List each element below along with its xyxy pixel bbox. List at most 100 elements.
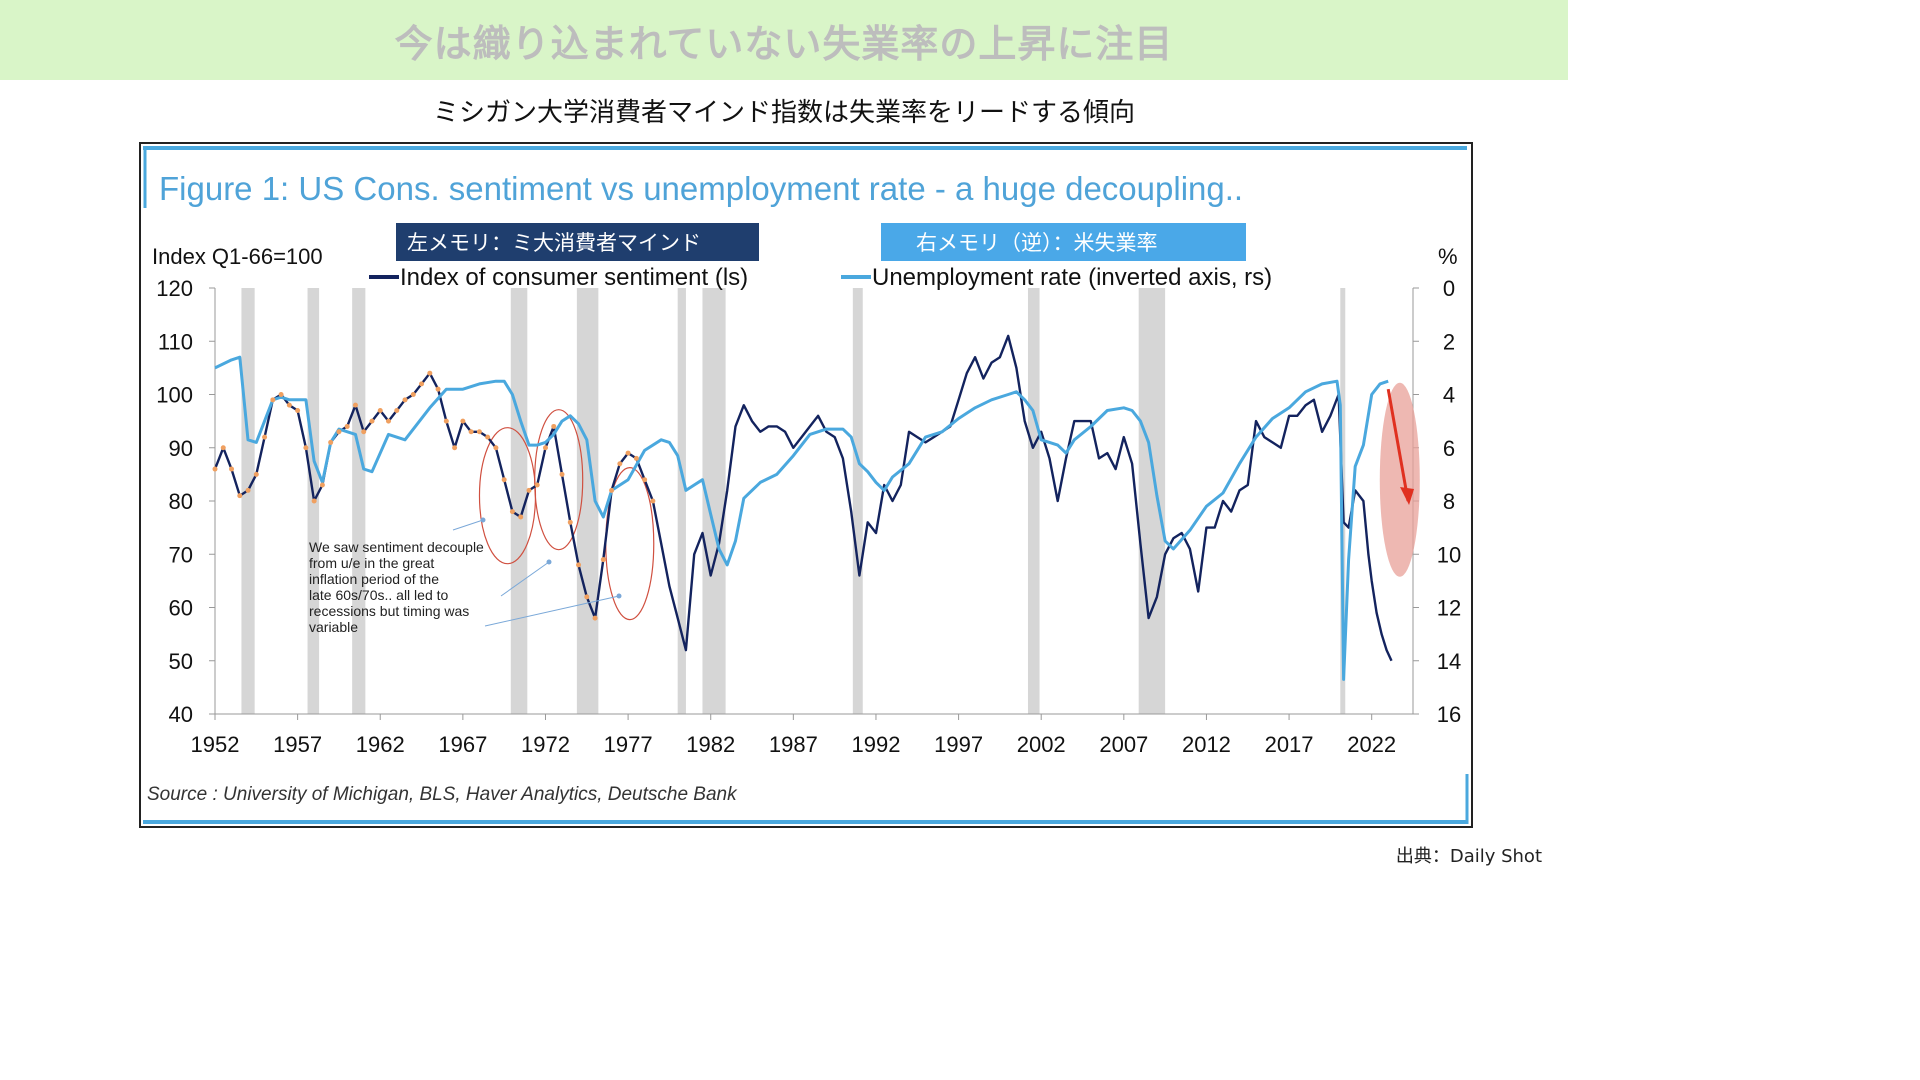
source-note: Source : University of Michigan, BLS, Ha… — [147, 784, 738, 805]
sentiment-marker-27 — [435, 386, 441, 392]
sentiment-marker-45 — [584, 594, 590, 600]
y-tick-label-right-0: 0 — [1443, 276, 1455, 301]
x-tick-label-1952: 1952 — [191, 732, 240, 757]
sentiment-marker-44 — [576, 562, 582, 568]
sentiment-marker-32 — [476, 429, 482, 435]
sentiment-marker-29 — [452, 445, 458, 451]
annotation-arrow-2 — [484, 595, 620, 627]
recession-band-9 — [1138, 288, 1166, 714]
credit-note: 出典：Daily Shot — [1395, 846, 1542, 867]
x-tick-label-1987: 1987 — [769, 732, 818, 757]
y-tick-label-left-110: 110 — [158, 329, 193, 354]
recession-bands — [241, 288, 1346, 714]
decouple-circle-1 — [534, 409, 584, 551]
x-tick-label-1977: 1977 — [604, 732, 653, 757]
y-tick-label-right-8: 8 — [1443, 489, 1455, 514]
sentiment-marker-48 — [609, 487, 615, 493]
x-tick-label-1982: 1982 — [686, 732, 735, 757]
recession-band-6 — [702, 288, 726, 714]
recent-highlight — [1379, 382, 1420, 577]
x-tick-label-2007: 2007 — [1099, 732, 1148, 757]
sentiment-marker-24 — [410, 392, 416, 397]
sentiment-marker-43 — [567, 519, 573, 525]
x-tick-label-1957: 1957 — [273, 732, 322, 757]
x-tick-label-1997: 1997 — [934, 732, 983, 757]
ylabel-left: Index Q1-66=100 — [152, 244, 323, 269]
sentiment-marker-26 — [427, 370, 433, 376]
sentiment-marker-36 — [509, 509, 515, 515]
sentiment-marker-16 — [344, 423, 350, 429]
recession-band-7 — [852, 288, 863, 714]
sentiment-marker-11 — [303, 445, 309, 451]
memo-left-box — [396, 223, 759, 261]
legend-label-sentiment: Index of consumer sentiment (ls) — [400, 264, 748, 291]
banner-title: 今は織り込まれていない失業率の上昇に注目 — [0, 0, 1568, 80]
sentiment-marker-8 — [278, 392, 284, 397]
sentiment-marker-28 — [443, 418, 449, 424]
recession-band-4 — [576, 288, 599, 714]
y-tick-label-right-6: 6 — [1443, 436, 1455, 461]
sentiment-marker-47 — [600, 557, 606, 563]
y-tick-label-right-2: 2 — [1443, 329, 1455, 354]
sentiment-marker-14 — [328, 439, 334, 445]
sentiment-marker-30 — [460, 418, 466, 424]
sentiment-marker-23 — [402, 397, 408, 403]
y-tick-label-left-60: 60 — [169, 596, 193, 621]
sentiment-markers — [212, 370, 656, 621]
recession-band-2 — [352, 288, 366, 714]
x-tick-label-2002: 2002 — [1017, 732, 1066, 757]
x-tick-label-2012: 2012 — [1182, 732, 1231, 757]
recession-band-3 — [510, 288, 528, 714]
recession-band-5 — [677, 288, 686, 714]
chart-frame: Figure 1: US Cons. sentiment vs unemploy… — [139, 142, 1473, 828]
sentiment-marker-38 — [526, 487, 532, 493]
sentiment-line — [213, 334, 1393, 662]
sentiment-marker-7 — [270, 397, 276, 403]
y-tick-label-right-16: 16 — [1437, 702, 1461, 727]
sentiment-marker-5 — [253, 471, 259, 477]
sentiment-marker-35 — [501, 477, 507, 483]
sentiment-marker-0 — [212, 466, 218, 472]
ylabel-right: % — [1438, 244, 1458, 269]
sentiment-marker-21 — [386, 418, 392, 424]
memo-right-label: 右メモリ（逆）：米失業率 — [916, 231, 1158, 255]
recent-highlight-arrow-head — [1400, 487, 1415, 505]
x-tick-label-2022: 2022 — [1347, 732, 1396, 757]
sentiment-marker-46 — [592, 615, 598, 621]
unemployment-line — [214, 355, 1389, 681]
sentiment-marker-37 — [518, 514, 524, 520]
x-tick-label-1972: 1972 — [521, 732, 570, 757]
sentiment-marker-6 — [262, 434, 268, 440]
recent-highlight-arrow-shaft — [1386, 388, 1410, 502]
memo-right-box — [881, 223, 1246, 261]
sentiment-marker-19 — [369, 418, 375, 424]
sentiment-marker-13 — [319, 482, 325, 488]
y-tick-label-left-70: 70 — [169, 542, 193, 567]
sentiment-marker-33 — [485, 434, 491, 440]
sentiment-marker-39 — [534, 482, 540, 488]
y-tick-label-right-14: 14 — [1437, 649, 1461, 674]
y-tick-label-left-50: 50 — [169, 649, 193, 674]
memo-left-label: 左メモリ：ミ大消費者マインド — [407, 231, 701, 255]
sentiment-marker-9 — [286, 402, 292, 408]
x-tick-label-1962: 1962 — [356, 732, 405, 757]
x-tick-label-2017: 2017 — [1265, 732, 1314, 757]
x-tick-label-1967: 1967 — [438, 732, 487, 757]
sentiment-marker-49 — [617, 461, 623, 467]
sentiment-marker-50 — [625, 450, 631, 456]
y-tick-label-left-90: 90 — [169, 436, 193, 461]
sentiment-marker-10 — [295, 407, 301, 413]
sentiment-marker-1 — [220, 445, 226, 451]
sentiment-marker-51 — [633, 455, 639, 461]
y-tick-label-right-10: 10 — [1437, 542, 1461, 567]
y-tick-label-right-12: 12 — [1437, 596, 1461, 621]
annotation-arrows — [452, 517, 622, 627]
decouple-annotation: We saw sentiment decouple from u/e in the… — [309, 539, 484, 635]
y-tick-label-left-80: 80 — [169, 489, 193, 514]
y-tick-label-left-100: 100 — [156, 383, 193, 408]
y-tick-label-right-4: 4 — [1443, 383, 1455, 408]
y-tick-label-left-120: 120 — [156, 276, 193, 301]
x-tick-label-1992: 1992 — [851, 732, 900, 757]
page-subtitle: ミシガン大学消費者マインド指数は失業率をリードする傾向 — [432, 98, 1135, 128]
sentiment-marker-15 — [336, 429, 342, 435]
